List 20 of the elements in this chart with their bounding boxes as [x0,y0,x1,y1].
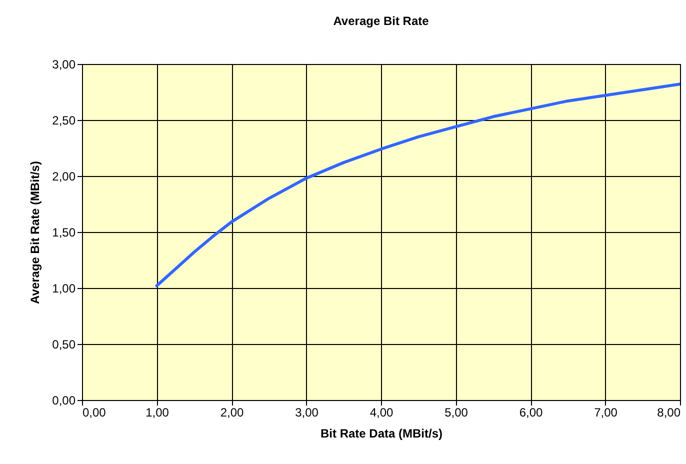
x-tick-label: 5,00 [444,406,468,420]
y-tick-label: 1,00 [52,282,76,296]
y-tick-label: 1,50 [52,226,76,240]
y-tick-label: 2,50 [52,114,76,128]
x-tick-label: 8,00 [657,406,681,420]
y-tick-label: 0,50 [52,338,76,352]
x-tick-label: 7,00 [594,406,618,420]
x-tick-label: 2,00 [220,406,244,420]
y-axis-title: Average Bit Rate (MBit/s) [28,161,42,304]
x-tick-label: 1,00 [146,406,170,420]
y-tick-label: 2,00 [52,170,76,184]
x-tick-label: 3,00 [295,406,319,420]
x-tick-label: 4,00 [370,406,394,420]
y-tick-label: 0,00 [52,394,76,408]
x-tick-label: 0,00 [82,406,106,420]
x-tick-label: 6,00 [519,406,543,420]
y-tick-label: 3,00 [52,58,76,72]
x-axis-title: Bit Rate Data (MBit/s) [320,426,443,440]
chart-title: Average Bit Rate [333,14,430,28]
line-series [155,82,680,288]
